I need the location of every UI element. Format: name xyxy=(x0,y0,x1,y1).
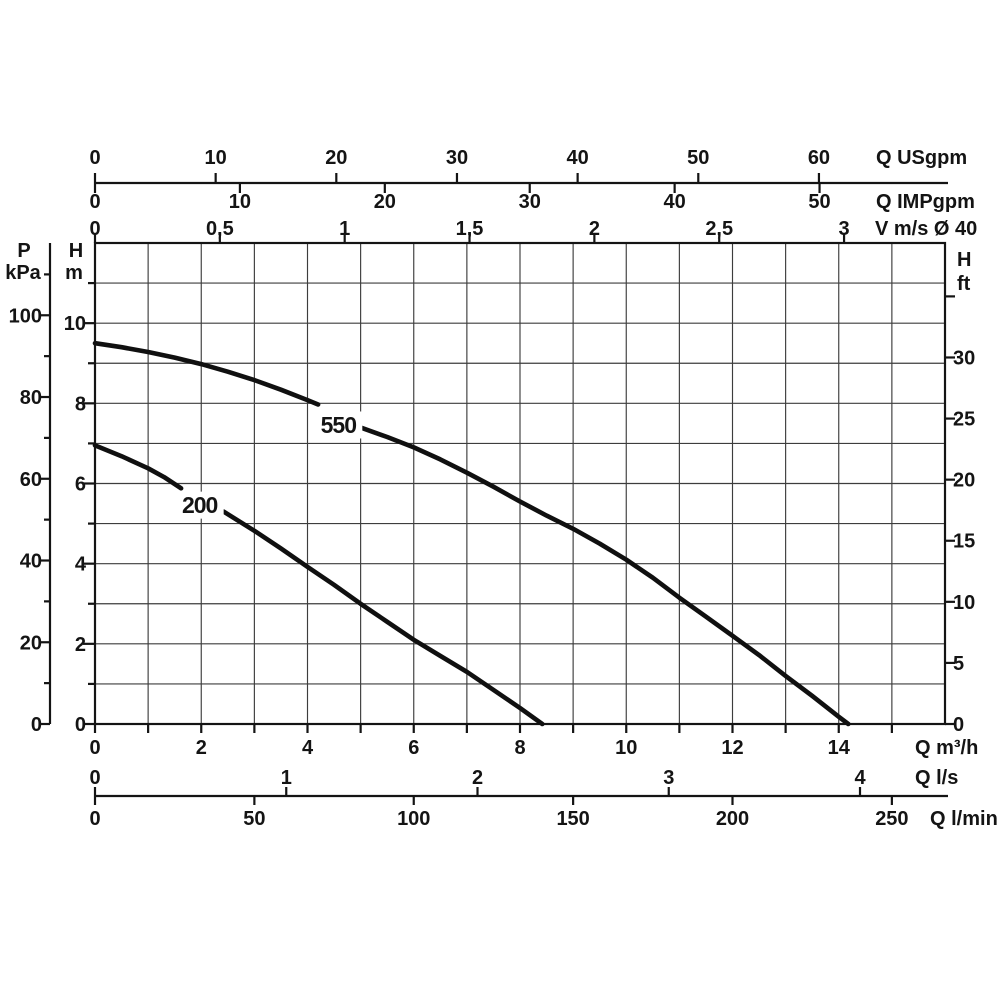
tick-label-q-usgpm: 20 xyxy=(325,147,347,169)
tick-label-q-usgpm: 50 xyxy=(687,147,709,169)
tick-label-q-ls: 1 xyxy=(281,767,292,789)
tick-label-q-ls: 0 xyxy=(89,767,100,789)
tick-label-p-kpa: 40 xyxy=(20,551,42,573)
tick-label-q-usgpm: 40 xyxy=(567,147,589,169)
curve-label-550: 550 xyxy=(321,412,357,438)
tick-label-q-usgpm: 60 xyxy=(808,147,830,169)
tick-label-q-lmin: 150 xyxy=(556,808,589,830)
corner-heading-h-right-label: H xyxy=(957,249,971,271)
axis-h-ft: 0 5 10 15 20 25 30 xyxy=(945,295,975,736)
tick-label-q-m3h: 14 xyxy=(828,737,851,759)
tick-label-q-m3h: 2 xyxy=(196,737,207,759)
tick-label-h-ft: 10 xyxy=(953,592,975,614)
curve-segment-550 xyxy=(92,340,321,407)
tick-label-q-m3h: 4 xyxy=(302,737,314,759)
curve-label-200: 200 xyxy=(182,492,218,518)
tick-label-p-kpa: 20 xyxy=(20,632,42,654)
tick-label-q-lmin: 0 xyxy=(89,808,100,830)
tick-label-q-usgpm: 0 xyxy=(89,147,100,169)
tick-label-q-impgpm: 0 xyxy=(89,191,100,213)
axis-heading-q-ls: Q l/s xyxy=(915,767,958,789)
tick-label-h-m: 8 xyxy=(75,393,86,415)
tick-label-v-ms: 0 xyxy=(89,218,100,240)
tick-label-q-impgpm: 50 xyxy=(808,191,830,213)
axis-heading-q-lmin: Q l/min xyxy=(930,808,998,830)
tick-label-p-kpa: 80 xyxy=(20,387,42,409)
axis-heading-q-usgpm: Q USgpm xyxy=(876,147,967,169)
corner-heading-m-label: m xyxy=(65,262,83,284)
axis-q-usgpm: 0 10 20 30 40 50 60 Q USgpm xyxy=(89,147,967,185)
tick-label-h-m: 6 xyxy=(75,474,86,496)
tick-label-q-impgpm: 20 xyxy=(374,191,396,213)
tick-label-p-kpa: 60 xyxy=(20,469,42,491)
curve-550: 550 xyxy=(92,340,851,727)
tick-label-h-m: 0 xyxy=(75,714,86,736)
curve-200: 200 xyxy=(92,443,545,727)
tick-label-q-ls: 3 xyxy=(663,767,674,789)
tick-label-q-m3h: 6 xyxy=(408,737,419,759)
tick-label-p-kpa: 100 xyxy=(9,305,42,327)
tick-label-q-lmin: 100 xyxy=(397,808,430,830)
tick-label-q-impgpm: 30 xyxy=(519,191,541,213)
axis-q-ls: 0 1 2 3 4 Q l/s xyxy=(89,767,958,798)
curve-label-bg-550 xyxy=(314,411,363,439)
tick-label-h-ft: 15 xyxy=(953,531,975,553)
axis-q-m3h: 0 2 4 6 8 10 12 14 Q m³/h xyxy=(89,724,978,759)
tick-label-q-usgpm: 30 xyxy=(446,147,468,169)
tick-label-q-usgpm: 10 xyxy=(205,147,227,169)
tick-label-v-ms: 2 xyxy=(589,218,600,240)
curve-segment-200 xyxy=(92,443,184,491)
curve-segment-200 xyxy=(221,509,545,727)
tick-label-h-m: 10 xyxy=(64,313,86,335)
tick-label-q-impgpm: 40 xyxy=(664,191,686,213)
tick-label-h-ft: 20 xyxy=(953,470,975,492)
tick-label-q-lmin: 50 xyxy=(243,808,265,830)
corner-heading-ft-label: ft xyxy=(957,273,971,295)
curve-segment-550 xyxy=(355,424,851,727)
tick-label-v-ms: 3 xyxy=(839,218,850,240)
tick-label-h-ft: 0 xyxy=(953,714,964,736)
axis-v-ms: 0 0,5 1 1,5 2 2,5 3 V m/s Ø 40 xyxy=(89,218,977,243)
tick-label-q-m3h: 8 xyxy=(514,737,525,759)
tick-label-q-m3h: 12 xyxy=(721,737,743,759)
tick-label-h-ft: 5 xyxy=(953,653,964,675)
tick-label-v-ms: 2,5 xyxy=(705,218,733,240)
axis-heading-v-ms: V m/s Ø 40 xyxy=(875,218,977,240)
corner-heading-h-left-label: H xyxy=(69,240,83,262)
tick-label-q-m3h: 0 xyxy=(89,737,100,759)
tick-label-v-ms: 1,5 xyxy=(456,218,484,240)
tick-label-q-lmin: 250 xyxy=(875,808,908,830)
curve-label-bg-200 xyxy=(175,491,224,519)
tick-label-q-ls: 2 xyxy=(472,767,483,789)
tick-label-p-kpa: 0 xyxy=(31,714,42,736)
tick-label-h-m: 4 xyxy=(75,554,87,576)
axis-heading-q-m3h: Q m³/h xyxy=(915,737,978,759)
corner-heading-kpa-label: kPa xyxy=(5,262,41,284)
corner-heading-p-label: P xyxy=(17,240,30,262)
axis-p-kpa: 0 20 40 60 80 100 xyxy=(9,243,52,736)
tick-label-q-m3h: 10 xyxy=(615,737,637,759)
axis-heading-q-impgpm: Q IMPgpm xyxy=(876,191,975,213)
axis-q-lmin: 0 50 100 150 200 250 Q l/min xyxy=(89,796,998,830)
tick-label-q-ls: 4 xyxy=(854,767,866,789)
tick-label-v-ms: 1 xyxy=(339,218,350,240)
tick-label-q-impgpm: 10 xyxy=(229,191,251,213)
tick-label-h-ft: 30 xyxy=(953,347,975,369)
tick-label-h-m: 2 xyxy=(75,634,86,656)
axis-h-m: 0 2 4 6 8 10 xyxy=(64,281,95,736)
axis-q-impgpm: 0 10 20 30 40 50 Q IMPgpm xyxy=(89,183,975,213)
tick-label-q-lmin: 200 xyxy=(716,808,749,830)
tick-label-v-ms: 0,5 xyxy=(206,218,234,240)
tick-label-h-ft: 25 xyxy=(953,409,975,431)
